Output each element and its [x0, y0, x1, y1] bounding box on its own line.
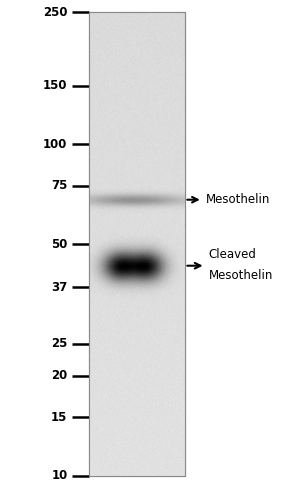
Text: 15: 15	[51, 411, 68, 424]
FancyBboxPatch shape	[88, 12, 184, 476]
Text: 20: 20	[51, 369, 68, 383]
Text: 250: 250	[43, 6, 68, 19]
Text: 150: 150	[43, 79, 68, 92]
Text: Mesothelin: Mesothelin	[187, 193, 270, 206]
Text: 10: 10	[51, 469, 68, 482]
Text: 37: 37	[51, 281, 68, 294]
Text: Cleaved: Cleaved	[208, 248, 256, 262]
Text: 100: 100	[43, 138, 68, 151]
Text: 75: 75	[51, 179, 68, 192]
Text: Mesothelin: Mesothelin	[208, 269, 273, 282]
Text: 50: 50	[51, 238, 68, 250]
Text: 25: 25	[51, 337, 68, 350]
